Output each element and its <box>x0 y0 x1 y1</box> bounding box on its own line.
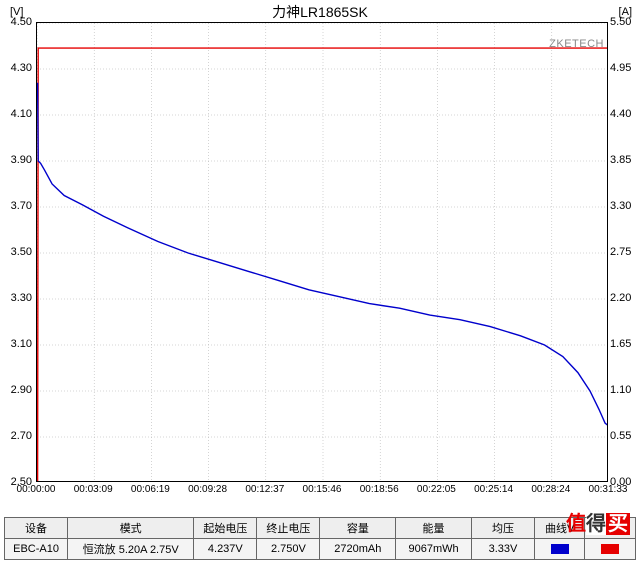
swatch-current <box>601 544 619 554</box>
table-header-cell: 能量 <box>396 518 472 539</box>
cell-start-v: 4.237V <box>194 539 257 560</box>
cell-avg-v: 3.33V <box>471 539 534 560</box>
cell-capacity: 2720mAh <box>320 539 396 560</box>
chart-title: 力神LR1865SK <box>0 0 640 22</box>
chart-container: 力神LR1865SK [V] [A] ZKETECH 4.504.304.103… <box>0 0 640 564</box>
cell-end-v: 2.750V <box>257 539 320 560</box>
table-header-row: 设备模式起始电压终止电压容量能量均压曲线V曲线A <box>5 518 636 539</box>
table-header-cell: 终止电压 <box>257 518 320 539</box>
cell-energy: 9067mWh <box>396 539 472 560</box>
cell-mode: 恒流放 5.20A 2.75V <box>68 539 194 560</box>
watermark-part1: 值 <box>566 513 586 535</box>
x-tick-labels: 00:00:0000:03:0900:06:1900:09:2800:12:37… <box>36 484 608 498</box>
table-header-cell: 容量 <box>320 518 396 539</box>
info-table: 设备模式起始电压终止电压容量能量均压曲线V曲线A EBC-A10 恒流放 5.2… <box>4 517 636 560</box>
y-right-tick-labels: 5.504.954.403.853.302.752.201.651.100.55… <box>608 22 640 482</box>
watermark-part2: 得 <box>586 513 606 535</box>
cell-device: EBC-A10 <box>5 539 68 560</box>
cell-curve-a <box>585 539 636 560</box>
watermark-part3: 买 <box>606 513 630 535</box>
table-header-cell: 设备 <box>5 518 68 539</box>
table-header-cell: 模式 <box>68 518 194 539</box>
table-row: EBC-A10 恒流放 5.20A 2.75V 4.237V 2.750V 27… <box>5 539 636 560</box>
chart-svg <box>36 22 608 482</box>
swatch-voltage <box>551 544 569 554</box>
plot-area <box>36 22 608 482</box>
table-header-cell: 起始电压 <box>194 518 257 539</box>
cell-curve-v <box>535 539 585 560</box>
watermark: 值得买 <box>566 507 630 536</box>
table-header-cell: 均压 <box>471 518 534 539</box>
y-left-tick-labels: 4.504.304.103.903.703.503.303.102.902.70… <box>0 22 34 482</box>
